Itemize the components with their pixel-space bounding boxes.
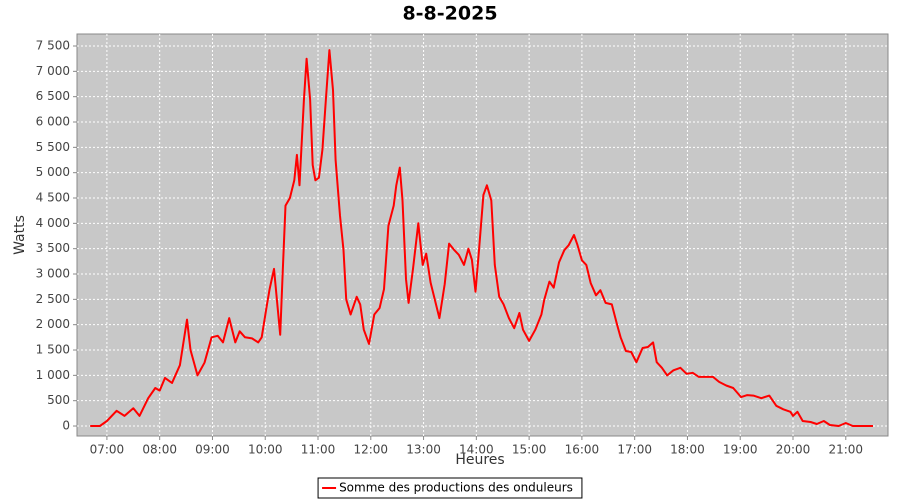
- x-tick-label: 10:00: [248, 443, 283, 457]
- x-tick-label: 15:00: [512, 443, 547, 457]
- data-line: [90, 49, 873, 427]
- x-tick-label: 09:00: [195, 443, 230, 457]
- y-axis-label: Watts: [12, 215, 28, 255]
- y-tick-label: 1 500: [36, 343, 70, 357]
- chart-title: 8-8-2025: [402, 3, 497, 25]
- y-tick-label: 7 500: [36, 39, 70, 53]
- y-tick-label: 6 000: [36, 115, 70, 129]
- x-tick-label: 20:00: [776, 443, 811, 457]
- y-tick-label: 4 500: [36, 191, 70, 205]
- x-tick-label: 13:00: [406, 443, 441, 457]
- x-tick-label: 18:00: [670, 443, 705, 457]
- legend: Somme des productions des onduleurs: [317, 477, 583, 499]
- x-tick-label: 14:00: [459, 443, 494, 457]
- x-tick-label: 17:00: [617, 443, 652, 457]
- y-tick-label: 2 000: [36, 317, 70, 331]
- y-tick-label: 3 000: [36, 267, 70, 281]
- x-tick-label: 21:00: [828, 443, 863, 457]
- y-tick-label: 3 500: [36, 241, 70, 255]
- y-tick-label: 1 000: [36, 368, 70, 382]
- y-tick-label: 7 000: [36, 64, 70, 78]
- legend-box: [317, 477, 583, 499]
- x-tick-label: 11:00: [301, 443, 336, 457]
- y-tick-label: 0: [62, 419, 70, 433]
- x-tick-label: 08:00: [142, 443, 177, 457]
- x-tick-label: 16:00: [565, 443, 600, 457]
- x-tick-label: 19:00: [723, 443, 758, 457]
- x-tick-label: 12:00: [353, 443, 388, 457]
- y-tick-label: 500: [47, 393, 70, 407]
- y-tick-label: 5 000: [36, 165, 70, 179]
- x-axis-label: Heures: [455, 452, 504, 468]
- y-tick-label: 2 500: [36, 292, 70, 306]
- x-tick-label: 07:00: [90, 443, 125, 457]
- y-tick-label: 5 500: [36, 140, 70, 154]
- legend-label: Somme des productions des onduleurs: [339, 481, 573, 495]
- y-tick-label: 4 000: [36, 216, 70, 230]
- y-tick-label: 6 500: [36, 89, 70, 103]
